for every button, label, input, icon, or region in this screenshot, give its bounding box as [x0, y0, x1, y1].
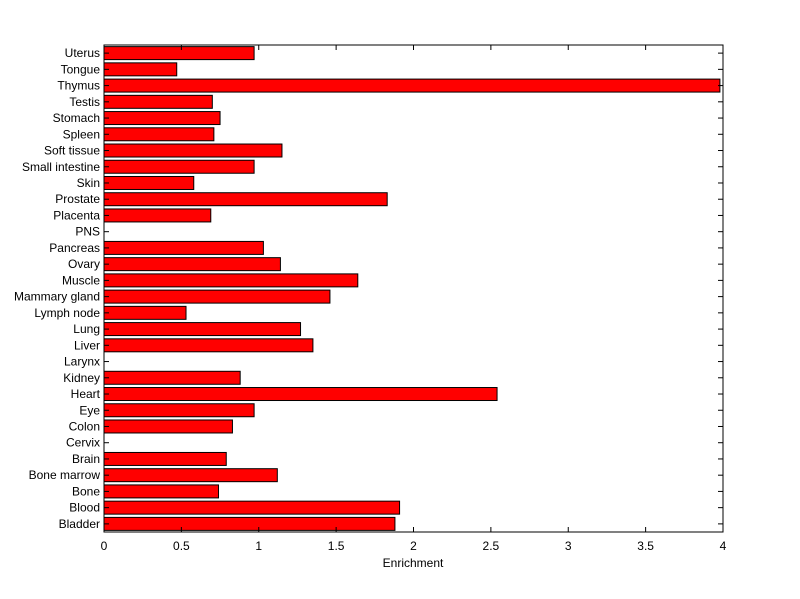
bar-tongue — [103, 62, 178, 77]
y-tick-label-soft-tissue: Soft tissue — [44, 144, 100, 158]
bar-bone-marrow — [103, 468, 278, 483]
y-tick-label-thymus: Thymus — [57, 79, 100, 93]
y-tick-label-liver: Liver — [74, 338, 100, 352]
bar-brain — [103, 451, 227, 466]
bar-skin — [103, 175, 195, 190]
bar-pancreas — [103, 240, 264, 255]
y-tick-label-tongue: Tongue — [61, 62, 101, 76]
bar-small-intestine — [103, 159, 255, 174]
bar-bladder — [103, 516, 396, 531]
x-tick-label: 0.5 — [173, 539, 190, 553]
y-tick-label-larynx: Larynx — [64, 355, 100, 369]
x-tick-label: 1 — [255, 539, 262, 553]
y-tick-label-testis: Testis — [69, 95, 100, 109]
bar-liver — [103, 338, 314, 353]
y-tick-label-cervix: Cervix — [66, 436, 100, 450]
bar-prostate — [103, 192, 388, 207]
bar-kidney — [103, 370, 241, 385]
x-tick-label: 4 — [720, 539, 727, 553]
x-tick-label: 2 — [410, 539, 417, 553]
x-axis-label: Enrichment — [383, 556, 444, 570]
bar-uterus — [103, 46, 255, 61]
y-axis-ticks: Uterus Tongue Thymus Testis Stomach Spleen Sof… — [14, 46, 723, 531]
plot-area — [103, 44, 724, 533]
y-tick-label-pns: PNS — [75, 225, 100, 239]
y-tick-label-lymph-node: Lymph node — [34, 306, 100, 320]
y-tick-label-pancreas: Pancreas — [49, 241, 100, 255]
y-tick-label-muscle: Muscle — [62, 273, 100, 287]
x-tick-label: 3.5 — [637, 539, 654, 553]
bar-eye — [103, 403, 255, 418]
bar-bone — [103, 484, 220, 499]
bar-muscle — [103, 273, 359, 288]
bar-mammary-gland — [103, 289, 331, 304]
bar-ovary — [103, 257, 281, 272]
y-tick-label-colon: Colon — [69, 419, 100, 433]
y-tick-label-small-intestine: Small intestine — [22, 160, 100, 174]
y-tick-label-bone-marrow: Bone marrow — [29, 468, 101, 482]
x-tick-label: 1.5 — [328, 539, 345, 553]
y-tick-label-heart: Heart — [71, 387, 101, 401]
bar-colon — [103, 419, 233, 434]
bar-thymus — [103, 78, 721, 93]
x-tick-label: 3 — [565, 539, 572, 553]
bar-placenta — [103, 208, 212, 223]
bar-soft-tissue — [103, 143, 283, 158]
bar-spleen — [103, 127, 215, 142]
x-tick-label: 2.5 — [483, 539, 500, 553]
y-tick-label-skin: Skin — [77, 176, 100, 190]
bar-heart — [103, 387, 498, 402]
y-tick-label-brain: Brain — [72, 452, 100, 466]
bar-lung — [103, 322, 302, 337]
bar-blood — [103, 500, 401, 515]
y-tick-label-bone: Bone — [72, 484, 100, 498]
y-tick-label-prostate: Prostate — [55, 192, 100, 206]
y-tick-label-eye: Eye — [79, 403, 100, 417]
y-tick-label-stomach: Stomach — [53, 111, 100, 125]
y-tick-label-spleen: Spleen — [63, 127, 100, 141]
y-tick-label-ovary: Ovary — [68, 257, 100, 271]
y-tick-label-blood: Blood — [69, 501, 100, 515]
y-tick-label-bladder: Bladder — [59, 517, 100, 531]
bar-testis — [103, 94, 213, 109]
x-axis-ticks: 0 0.5 1 1.5 2 2.5 3 3.5 4 — [101, 45, 727, 553]
bar-stomach — [103, 111, 221, 126]
y-tick-label-placenta: Placenta — [53, 208, 100, 222]
bar-lymph-node — [103, 305, 187, 320]
y-tick-label-lung: Lung — [73, 322, 100, 336]
y-tick-label-mammary-gland: Mammary gland — [14, 290, 100, 304]
x-tick-label: 0 — [101, 539, 108, 553]
y-tick-label-kidney: Kidney — [63, 371, 100, 385]
y-tick-label-uterus: Uterus — [65, 46, 100, 60]
